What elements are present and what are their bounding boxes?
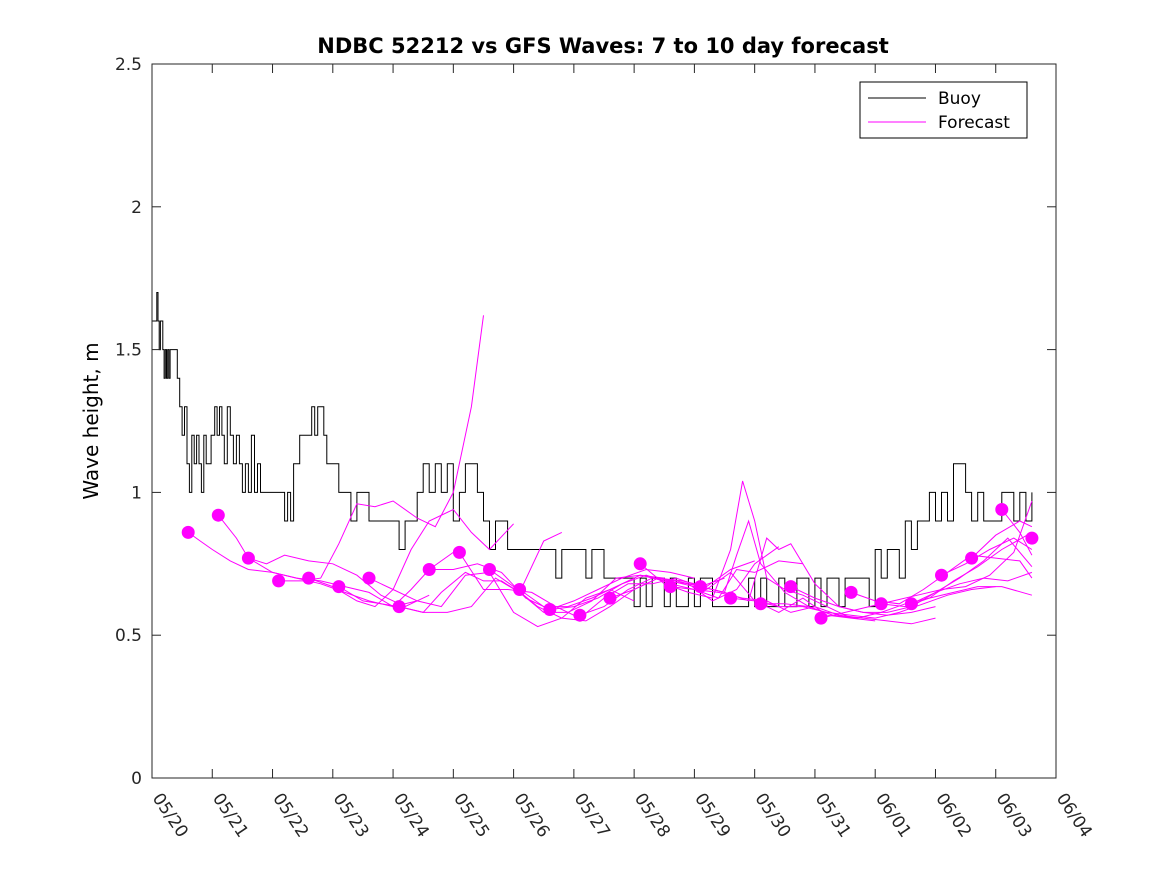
forecast-marker — [241, 551, 255, 565]
forecast-series-line-17 — [670, 586, 936, 625]
y-tick-label: 0 — [131, 769, 142, 789]
forecast-series-line-10 — [458, 552, 725, 619]
forecast-marker — [573, 608, 587, 622]
forecast-marker — [814, 611, 828, 625]
buoy-series-line — [152, 292, 1033, 608]
forecast-series-line-5 — [308, 508, 514, 608]
forecast-marker — [302, 571, 316, 585]
forecast-marker — [965, 551, 979, 565]
forecast-marker — [181, 525, 195, 539]
forecast-series-line-28 — [1001, 509, 1033, 556]
y-tick-label: 1.5 — [115, 341, 142, 361]
forecast-marker — [362, 571, 376, 585]
forecast-series-line-8 — [398, 574, 665, 613]
legend-box — [859, 81, 1028, 139]
y-tick-label: 2 — [131, 198, 142, 218]
forecast-marker — [272, 574, 286, 588]
forecast-series-line-7 — [368, 571, 635, 628]
forecast-marker — [693, 580, 707, 594]
forecast-marker — [543, 603, 557, 616]
forecast-series-line-2 — [217, 514, 430, 608]
forecast-series-line-6 — [338, 531, 563, 613]
legend: Buoy Forecast — [859, 81, 1028, 139]
plot-area — [152, 292, 1039, 628]
forecast-marker — [935, 568, 948, 582]
y-axis-label: Wave height, m — [79, 342, 103, 499]
forecast-series-line-3 — [248, 551, 454, 608]
y-tick-label: 1 — [131, 483, 142, 503]
forecast-marker — [874, 597, 888, 611]
chart-title: NDBC 52212 vs GFS Waves: 7 to 10 day for… — [317, 34, 888, 58]
forecast-series-line-16 — [639, 480, 876, 622]
forecast-marker — [422, 563, 436, 576]
forecast-marker — [211, 508, 225, 522]
y-tick-label: 2.5 — [115, 55, 142, 75]
forecast-marker — [663, 580, 677, 594]
forecast-marker — [513, 583, 527, 596]
forecast-series-line-4 — [278, 315, 484, 582]
forecast-marker — [784, 580, 798, 594]
forecast-series-line-13 — [549, 560, 803, 610]
forecast-marker — [844, 585, 858, 599]
forecast-marker — [392, 600, 406, 614]
forecast-marker — [724, 591, 738, 605]
legend-forecast-label: Forecast — [938, 113, 1010, 133]
forecast-marker — [904, 597, 918, 611]
forecast-marker — [1025, 531, 1039, 545]
axes-box — [151, 63, 1057, 779]
forecast-series-line-26 — [941, 537, 1033, 576]
forecast-series-line-22 — [820, 500, 1033, 619]
forecast-series-line-15 — [609, 571, 852, 619]
forecast-series-line-9 — [429, 563, 695, 611]
legend-buoy-label: Buoy — [938, 89, 981, 109]
forecast-series-line-20 — [760, 586, 1033, 619]
forecast-series-line-25 — [911, 537, 1033, 605]
forecast-marker — [754, 597, 768, 611]
forecast-marker — [452, 545, 466, 559]
forecast-series-line-24 — [881, 531, 1033, 608]
y-tick-label: 0.5 — [115, 626, 142, 646]
forecast-marker — [332, 580, 346, 594]
forecast-marker — [483, 563, 496, 576]
forecast-marker — [603, 591, 617, 605]
forecast-marker — [995, 503, 1009, 516]
forecast-series-line-27 — [971, 520, 1033, 559]
forecast-marker — [633, 557, 647, 571]
forecast-series-line-11 — [489, 560, 755, 622]
